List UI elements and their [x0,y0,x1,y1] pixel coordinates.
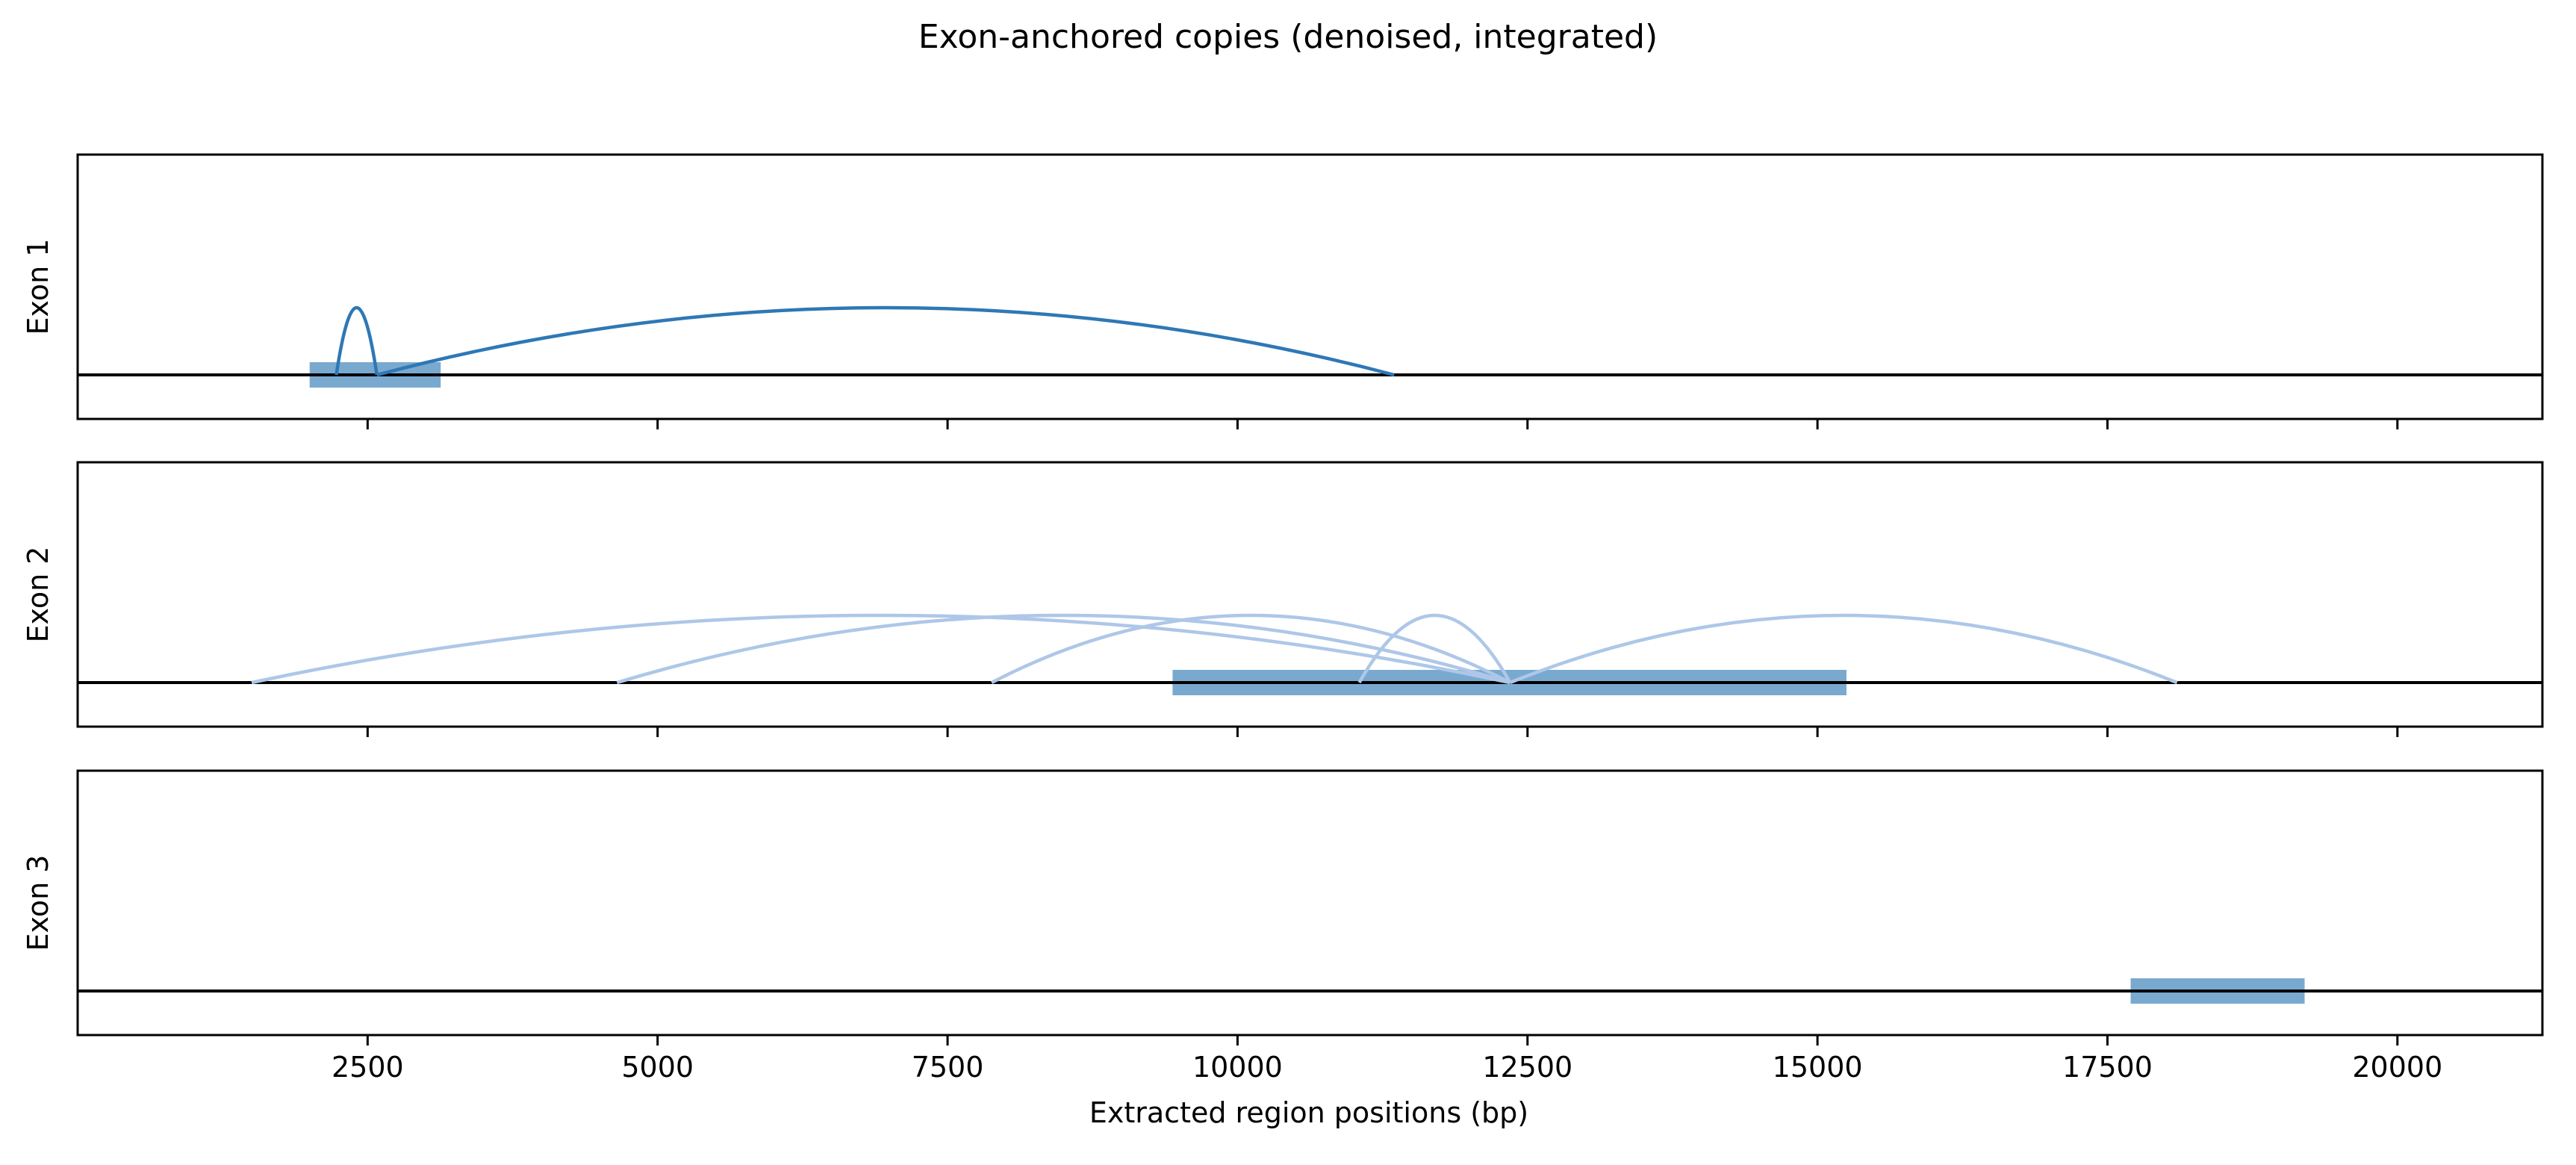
x-tick-label: 5000 [621,1051,694,1084]
x-tick-label: 7500 [912,1051,984,1084]
y-axis-label: Exon 1 [22,239,55,335]
arc [1357,613,1512,684]
x-tick-label: 12500 [1482,1051,1572,1084]
panel-exon-3: Exon 3 2500 5000 7500 10000 12500 15000 17500 20… [22,769,2544,1084]
x-tick-label: 17500 [2062,1051,2153,1084]
arc [1509,613,2178,685]
y-axis-label: Exon 3 [22,855,55,951]
panels: Exon 1 Exon 2 Exon 3 2500 5000 7500 10000 12500… [22,153,2544,1084]
x-tick-label: 20000 [2352,1051,2442,1084]
panel-exon-1: Exon 1 [22,153,2544,429]
panel-frame [76,461,2544,728]
arc [251,613,1511,685]
y-axis-label: Exon 2 [22,547,55,643]
panel-frame [76,769,2544,1037]
chart-title: Exon-anchored copies (denoised, integrat… [918,18,1658,56]
x-tick-label: 15000 [1773,1051,1863,1084]
arc [376,305,1395,377]
arc [335,306,379,376]
x-tick-label: 2500 [332,1051,404,1084]
x-tick-label: 10000 [1192,1051,1283,1084]
panel-exon-2: Exon 2 [22,461,2544,737]
panel-frame [76,153,2544,420]
arc [616,613,1511,685]
x-axis-label: Extracted region positions (bp) [1089,1096,1528,1129]
arc [991,613,1511,684]
